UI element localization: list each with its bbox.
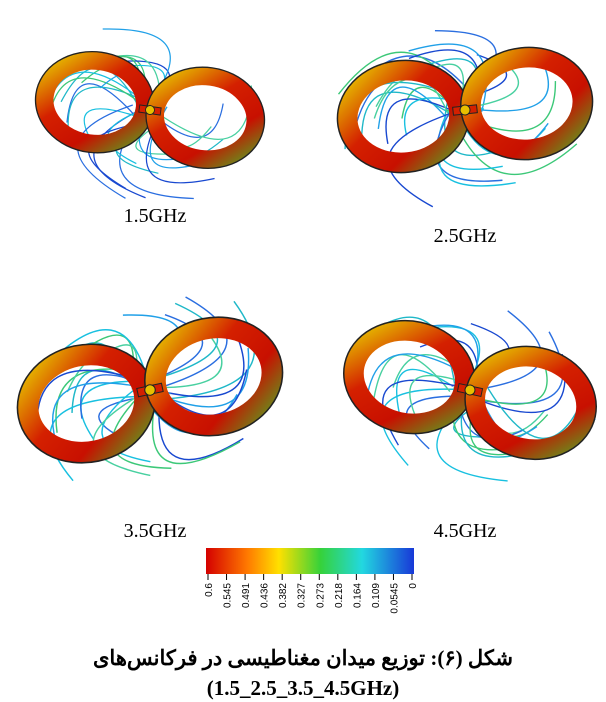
field-plot [343,310,597,482]
ring [460,47,593,160]
colorbar [206,548,414,574]
field-line [381,388,469,466]
field-line [151,296,228,392]
panel-label: 4.5GHz [434,520,497,542]
panel-label: 2.5GHz [434,225,497,247]
colorbar-tick-label: 0.109 [371,583,382,608]
field-plot [34,28,266,200]
ring [343,320,475,434]
colorbar-tick-label: 0.273 [315,583,326,608]
caption-line: (1.5_2.5_3.5_4.5GHz) [206,676,400,700]
colorbar-tick-label: 0.0545 [389,583,400,614]
colorbar-tick-label: 0 [408,583,419,589]
field-line [408,43,487,113]
colorbar-tick-label: 0.491 [241,583,252,608]
colorbar-tick-label: 0.436 [260,583,271,608]
feed-port [144,384,156,396]
ring [146,67,265,169]
colorbar-tick-label: 0.218 [334,583,345,608]
field-line [49,395,163,482]
field-plot [336,30,594,208]
field-line [149,302,219,382]
field-line [162,329,245,398]
feed-port [464,384,476,396]
colorbar-tick-label: 0.382 [278,583,289,608]
panel-label: 3.5GHz [124,520,187,542]
colorbar-tick-label: 0.164 [352,583,363,608]
figure: 1.5GHz 2.5GHz 3.5GHz 4.5GHz 0.6 0.545 0.49… [16,28,597,614]
colorbar-tick-label: 0.545 [223,583,234,608]
field-line [80,380,144,440]
colorbar-tick-label: 0.6 [204,583,215,597]
ring [35,51,154,153]
feed-port [145,105,155,115]
panel-label: 1.5GHz [124,205,187,227]
field-plot [16,296,284,482]
field-line [385,98,468,145]
caption-line: شکل (۶): توزیع میدان مغناطیسی در فرکانس‌… [92,646,514,670]
feed-port [459,104,471,116]
colorbar-tick-label: 0.327 [297,583,308,608]
field-line [151,398,241,465]
